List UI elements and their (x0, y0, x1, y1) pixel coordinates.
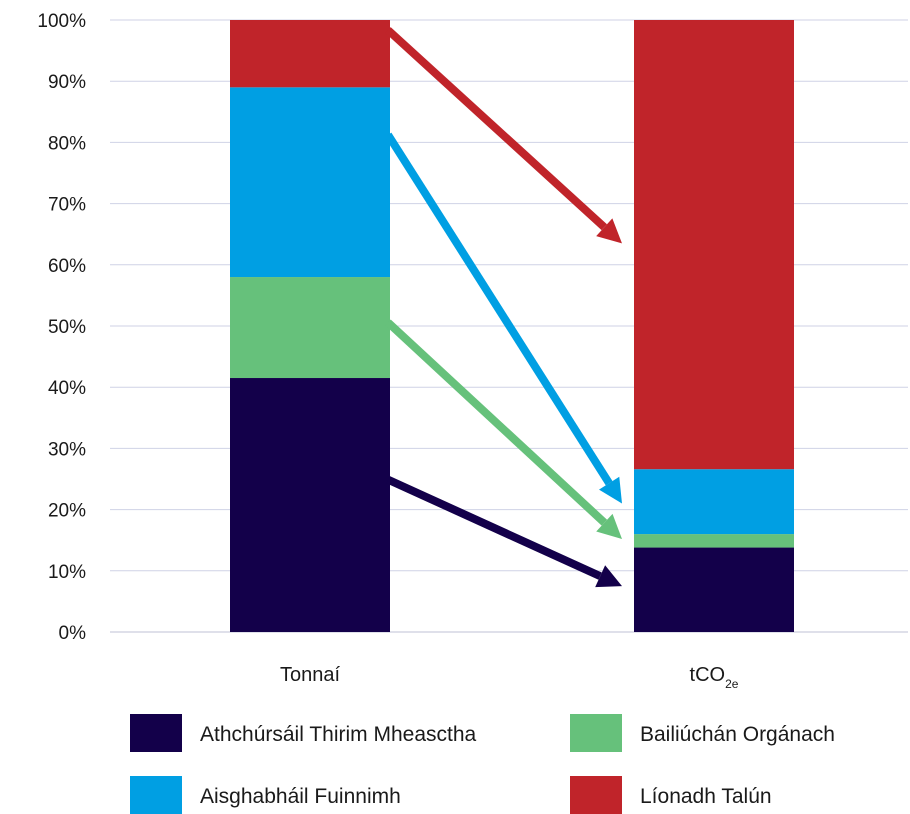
legend-item: Líonadh Talún (570, 776, 772, 814)
bar-segment (230, 378, 390, 632)
legend-item: Bailiúchán Orgánach (570, 714, 835, 752)
legend-swatch (130, 776, 182, 814)
x-axis-category-labels: Tonnaí tCO2e (280, 664, 739, 691)
arrow-head (595, 565, 622, 588)
y-tick-label: 80% (48, 133, 86, 154)
bar-segment (634, 469, 794, 535)
arrow-head (596, 218, 622, 244)
bars (230, 20, 794, 632)
arrow-shaft (384, 132, 613, 486)
x-category-label: Tonnaí (280, 664, 340, 686)
arrow-shaft (385, 27, 607, 231)
legend-item: Athchúrsáil Thirim Mheasctha (130, 714, 477, 752)
y-tick-label: 50% (48, 317, 86, 338)
legend-label: Aisghabháil Fuinnimh (200, 785, 401, 808)
bar-segment (230, 20, 390, 88)
legend: Athchúrsáil Thirim Mheasctha Bailiúchán O… (130, 714, 835, 814)
arrow-shaft (385, 319, 608, 526)
arrow-head (596, 513, 622, 539)
legend-label: Bailiúchán Orgánach (640, 723, 835, 746)
y-axis-tick-labels: 0% 10% 20% 30% 40% 50% 60% 70% 80% 90% 100% (37, 11, 86, 644)
bar-segment (230, 87, 390, 278)
y-tick-label: 10% (48, 562, 86, 583)
x-category-label: tCO2e (690, 664, 739, 691)
bar-segment (230, 277, 390, 379)
y-tick-label: 100% (37, 11, 86, 32)
y-tick-label: 20% (48, 501, 86, 522)
bar-segment (634, 547, 794, 632)
legend-swatch (570, 776, 622, 814)
y-tick-label: 30% (48, 439, 86, 460)
y-tick-label: 90% (48, 72, 86, 93)
legend-swatch (570, 714, 622, 752)
y-tick-label: 40% (48, 378, 86, 399)
y-tick-label: 60% (48, 256, 86, 277)
legend-label: Líonadh Talún (640, 785, 772, 808)
legend-item: Aisghabháil Fuinnimh (130, 776, 401, 814)
arrows (384, 27, 622, 588)
legend-label: Athchúrsáil Thirim Mheasctha (200, 723, 477, 746)
y-tick-label: 0% (59, 623, 87, 644)
bar-segment (634, 20, 794, 470)
arrow-shaft (386, 475, 602, 580)
y-tick-label: 70% (48, 195, 86, 216)
bar-segment (634, 534, 794, 548)
arrow-head (599, 476, 622, 504)
legend-swatch (130, 714, 182, 752)
